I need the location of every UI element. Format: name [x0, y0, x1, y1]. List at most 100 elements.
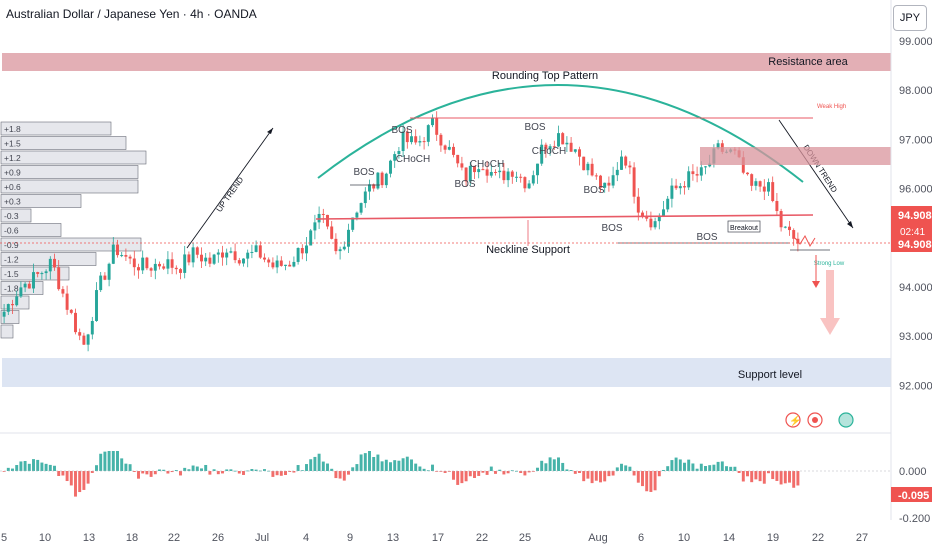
breakout-label: Breakout [730, 225, 758, 232]
candle-body [225, 252, 229, 258]
osc-bar [128, 464, 132, 471]
osc-bar [620, 463, 623, 471]
osc-bar [796, 471, 800, 486]
down-trend-arrow-head [847, 221, 853, 228]
osc-bar [233, 470, 237, 472]
volume-profile-label: +0.3 [4, 197, 21, 207]
osc-bar [452, 471, 455, 480]
candle-body [368, 184, 371, 192]
candle-body [636, 196, 640, 213]
candle-body [649, 218, 653, 228]
candle-body [510, 171, 514, 177]
candle-body [204, 257, 208, 262]
candle-body [704, 166, 707, 168]
bos-label: BOS [696, 232, 717, 243]
candle-body [128, 256, 132, 259]
candle-body [124, 255, 128, 257]
osc-bar [368, 451, 371, 471]
osc-bar [439, 471, 443, 472]
osc-bar [183, 467, 187, 471]
osc-bar [695, 468, 699, 471]
osc-bar [32, 459, 35, 471]
osc-bar [783, 471, 787, 484]
candle-body [384, 173, 388, 186]
osc-bar [544, 463, 548, 471]
candle-body [200, 254, 203, 262]
candle-body [481, 169, 485, 171]
osc-bar [729, 466, 733, 471]
volume-profile-bar [0, 324, 14, 339]
osc-bar [758, 471, 762, 482]
candle-body [418, 141, 422, 143]
osc-bar [263, 469, 266, 471]
osc-bar [750, 471, 754, 483]
osc-bar [225, 469, 229, 471]
rounding-top-label: Rounding Top Pattern [492, 70, 598, 82]
alert-icon[interactable] [785, 412, 801, 428]
candle-body [90, 320, 94, 335]
osc-bar [212, 469, 216, 471]
up-trend-arrow [186, 127, 274, 249]
osc-bar [237, 471, 241, 474]
replay-icon[interactable] [838, 412, 854, 428]
candle-body [111, 244, 115, 264]
osc-bar [250, 469, 254, 471]
candle-body [330, 226, 334, 239]
candle-body [57, 267, 61, 290]
candle-body [494, 171, 497, 173]
osc-bar [246, 470, 250, 472]
candle-body [426, 125, 430, 142]
candle-body [326, 214, 329, 227]
candle-body [216, 252, 220, 255]
chart-title: Australian Dollar / Japanese Yen · 4h · … [6, 7, 257, 21]
choch-label: CHoCH [470, 159, 504, 170]
candle-body [657, 216, 661, 222]
osc-bar [116, 451, 119, 471]
osc-bar [195, 466, 199, 471]
candle-body [557, 133, 560, 147]
currency-button[interactable]: JPY [893, 5, 927, 31]
volume-profile-bar [0, 223, 62, 237]
volume-profile-bar [0, 150, 147, 165]
osc-bar [540, 460, 544, 471]
osc-bar [422, 468, 426, 471]
osc-bar [531, 471, 535, 472]
osc-bar [162, 469, 166, 471]
time-tick-label: 25 [519, 532, 531, 544]
osc-bar [124, 463, 128, 471]
candle-body [246, 252, 250, 259]
time-tick-label: 10 [39, 532, 51, 544]
osc-bar [19, 461, 23, 471]
osc-bar [779, 471, 783, 485]
candle-body [250, 251, 254, 253]
osc-bar [473, 471, 476, 478]
volume-profile-label: +1.8 [4, 124, 21, 134]
candle-body [309, 230, 313, 246]
last-price-box-2 [891, 236, 932, 252]
osc-bar [632, 471, 636, 476]
record-icon[interactable] [807, 412, 823, 428]
time-tick-label: 6 [638, 532, 644, 544]
candle-body [48, 258, 52, 272]
candle-body [174, 267, 178, 270]
osc-bar [2, 471, 6, 472]
osc-bar [565, 469, 569, 471]
volume-profile-bar [0, 266, 70, 281]
osc-bar [725, 466, 728, 471]
volume-profile-bar [0, 208, 32, 223]
osc-bar [145, 471, 149, 475]
osc-bar [510, 470, 514, 472]
candle-body [195, 247, 199, 255]
candle-body [405, 131, 409, 143]
candle-body [447, 146, 451, 150]
time-tick-label: 5 [1, 532, 7, 544]
candle-body [116, 244, 119, 256]
osc-bar [468, 471, 472, 477]
osc-bar [691, 463, 695, 471]
candle-body [351, 217, 355, 230]
oscillator-histogram [2, 451, 800, 497]
choch-label: CHoCH [396, 154, 430, 165]
time-tick-label: 27 [856, 532, 868, 544]
candle-body [716, 143, 720, 149]
candle-body [641, 212, 644, 217]
